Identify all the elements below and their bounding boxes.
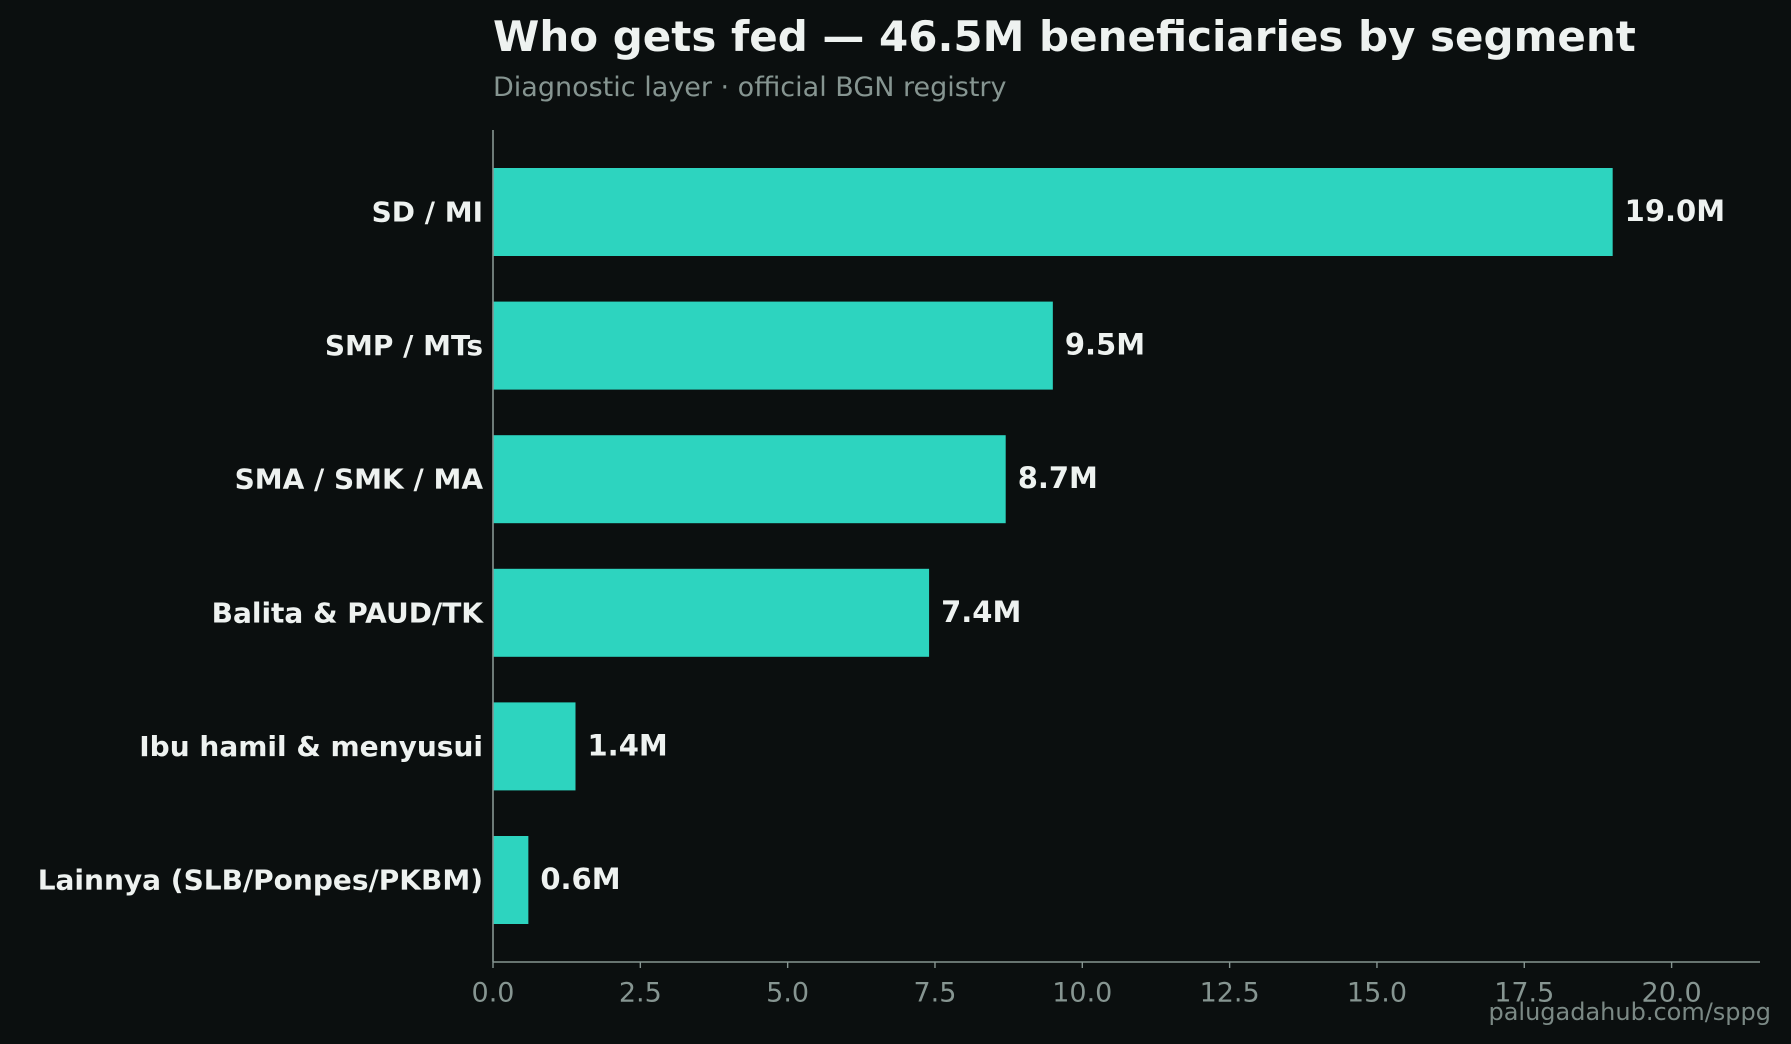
value-label: 0.6M	[540, 862, 620, 896]
x-tick-label: 5.0	[766, 978, 809, 1009]
bar	[493, 702, 576, 791]
category-label: SD / MI	[372, 196, 483, 229]
category-label: SMA / SMK / MA	[235, 463, 484, 496]
footer-credit: palugadahub.com/sppg	[1488, 998, 1771, 1026]
category-label: Lainnya (SLB/Ponpes/PKBM)	[38, 864, 483, 897]
bar	[493, 168, 1613, 256]
value-label: 1.4M	[588, 728, 668, 762]
bar	[493, 301, 1053, 390]
category-label: Balita & PAUD/TK	[212, 596, 485, 629]
x-tick-label: 20.0	[1642, 978, 1702, 1009]
chart-title: Who gets fed — 46.5M beneficiaries by se…	[493, 12, 1636, 61]
category-label: Ibu hamil & menyusui	[139, 730, 483, 763]
x-tick-label: 0.0	[472, 978, 515, 1009]
x-tick-label: 17.5	[1494, 978, 1554, 1009]
bar	[493, 435, 1006, 524]
chart-subtitle: Diagnostic layer · official BGN registry	[493, 72, 1007, 103]
value-label: 9.5M	[1065, 328, 1145, 362]
category-label: SMP / MTs	[325, 329, 483, 362]
x-tick-label: 12.5	[1200, 978, 1260, 1009]
value-label: 8.7M	[1018, 461, 1098, 495]
bar	[493, 568, 930, 657]
bar	[493, 836, 529, 924]
x-tick-label: 10.0	[1052, 978, 1112, 1009]
x-tick-label: 15.0	[1347, 978, 1407, 1009]
x-tick-label: 7.5	[914, 978, 957, 1009]
bars-layer	[493, 168, 1613, 924]
x-tick-label: 2.5	[619, 978, 662, 1009]
labels-layer: SD / MI 19.0M SMP / MTs 9.5M SMA / SMK / MA 8…	[38, 194, 1725, 897]
value-label: 7.4M	[941, 595, 1021, 629]
axes-layer: 0.0 2.5 5.0 7.5 10.0 12.5 15.0 17.5 20.0	[472, 130, 1760, 1009]
value-label: 19.0M	[1625, 194, 1725, 228]
